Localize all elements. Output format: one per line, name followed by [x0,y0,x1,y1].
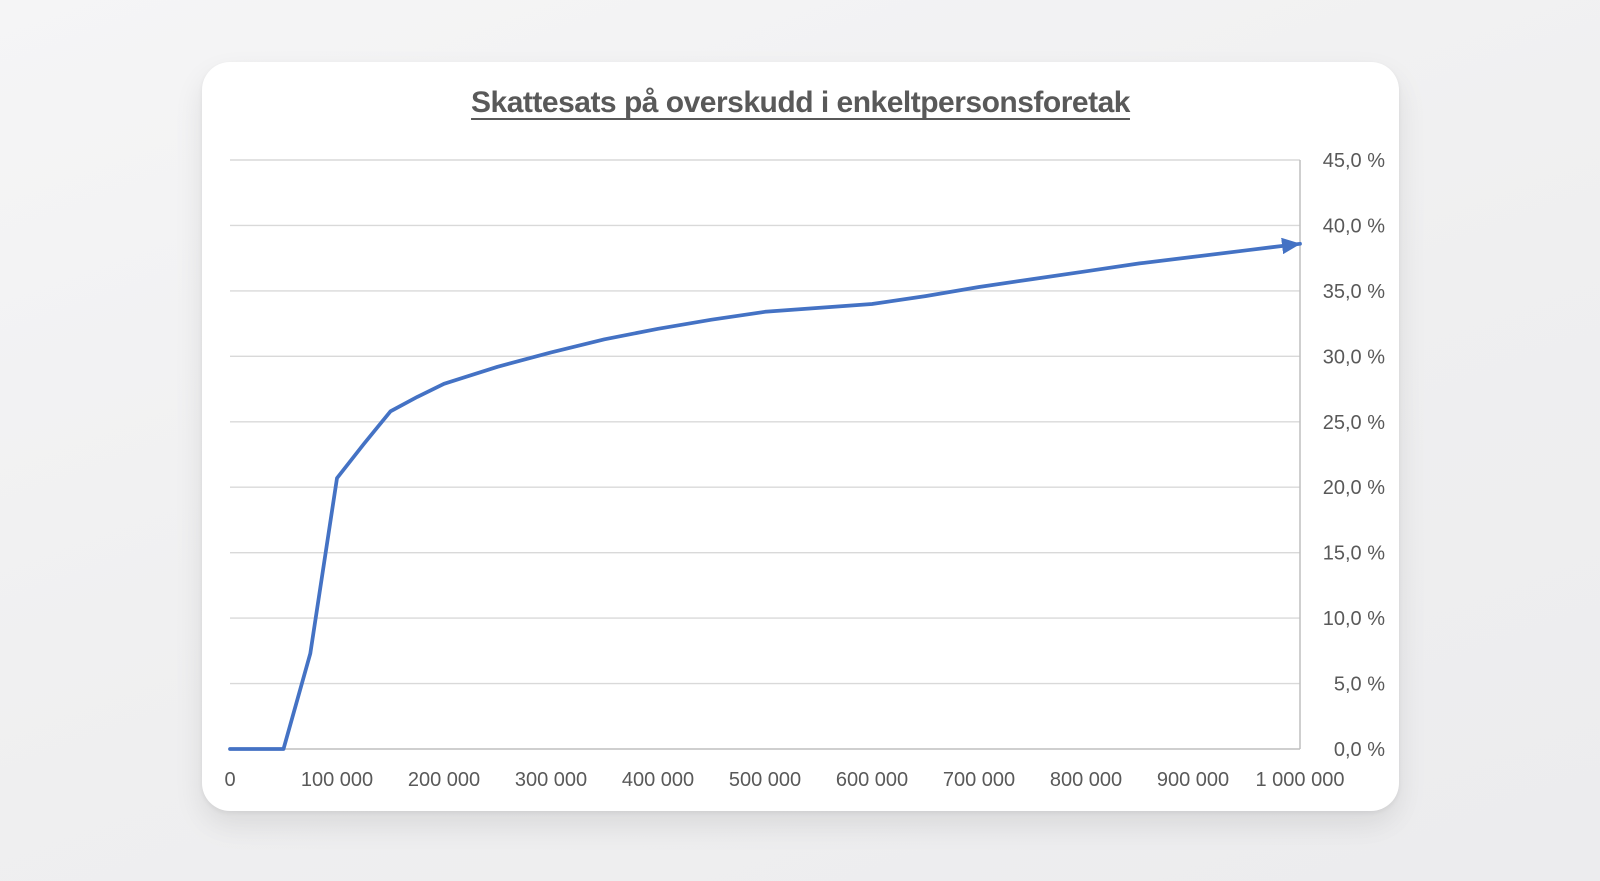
x-axis-labels: 0 100 000 200 000 300 000 400 000 500 000 600 … [224,769,1344,791]
y-tick-label: 5,0 % [1334,674,1385,696]
y-tick-label: 40,0 % [1323,215,1385,237]
x-tick-label: 500 000 [729,769,801,791]
chart-card: Skattesats på overskudd i enkeltpersonsf… [202,62,1399,811]
gridlines [230,159,1300,685]
x-tick-label: 700 000 [943,769,1015,791]
y-tick-label: 0,0 % [1334,739,1385,761]
x-tick-label: 100 000 [301,769,373,791]
chart-title: Skattesats på overskudd i enkeltpersonsf… [471,86,1130,119]
y-tick-label: 20,0 % [1323,477,1385,499]
y-tick-label: 45,0 % [1323,150,1385,172]
tax-rate-series-line [228,237,1302,751]
y-tick-label: 35,0 % [1323,281,1385,303]
x-tick-label: 600 000 [836,769,908,791]
y-tick-label: 10,0 % [1323,608,1385,630]
x-tick-label: 200 000 [408,769,480,791]
y-tick-label: 25,0 % [1323,412,1385,434]
y-axis-labels: 0,0 % 5,0 % 10,0 % 15,0 % 20,0 % 25,0 % 30,0 %… [1323,150,1385,761]
x-tick-label: 400 000 [622,769,694,791]
x-tick-label: 1 000 000 [1256,769,1345,791]
x-tick-label: 300 000 [515,769,587,791]
x-tick-label: 0 [224,769,235,791]
y-tick-label: 15,0 % [1323,543,1385,565]
y-tick-label: 30,0 % [1323,346,1385,368]
x-tick-label: 800 000 [1050,769,1122,791]
x-tick-label: 900 000 [1157,769,1229,791]
line-chart: 0,0 % 5,0 % 10,0 % 15,0 % 20,0 % 25,0 % 30,0 %… [224,150,1385,791]
